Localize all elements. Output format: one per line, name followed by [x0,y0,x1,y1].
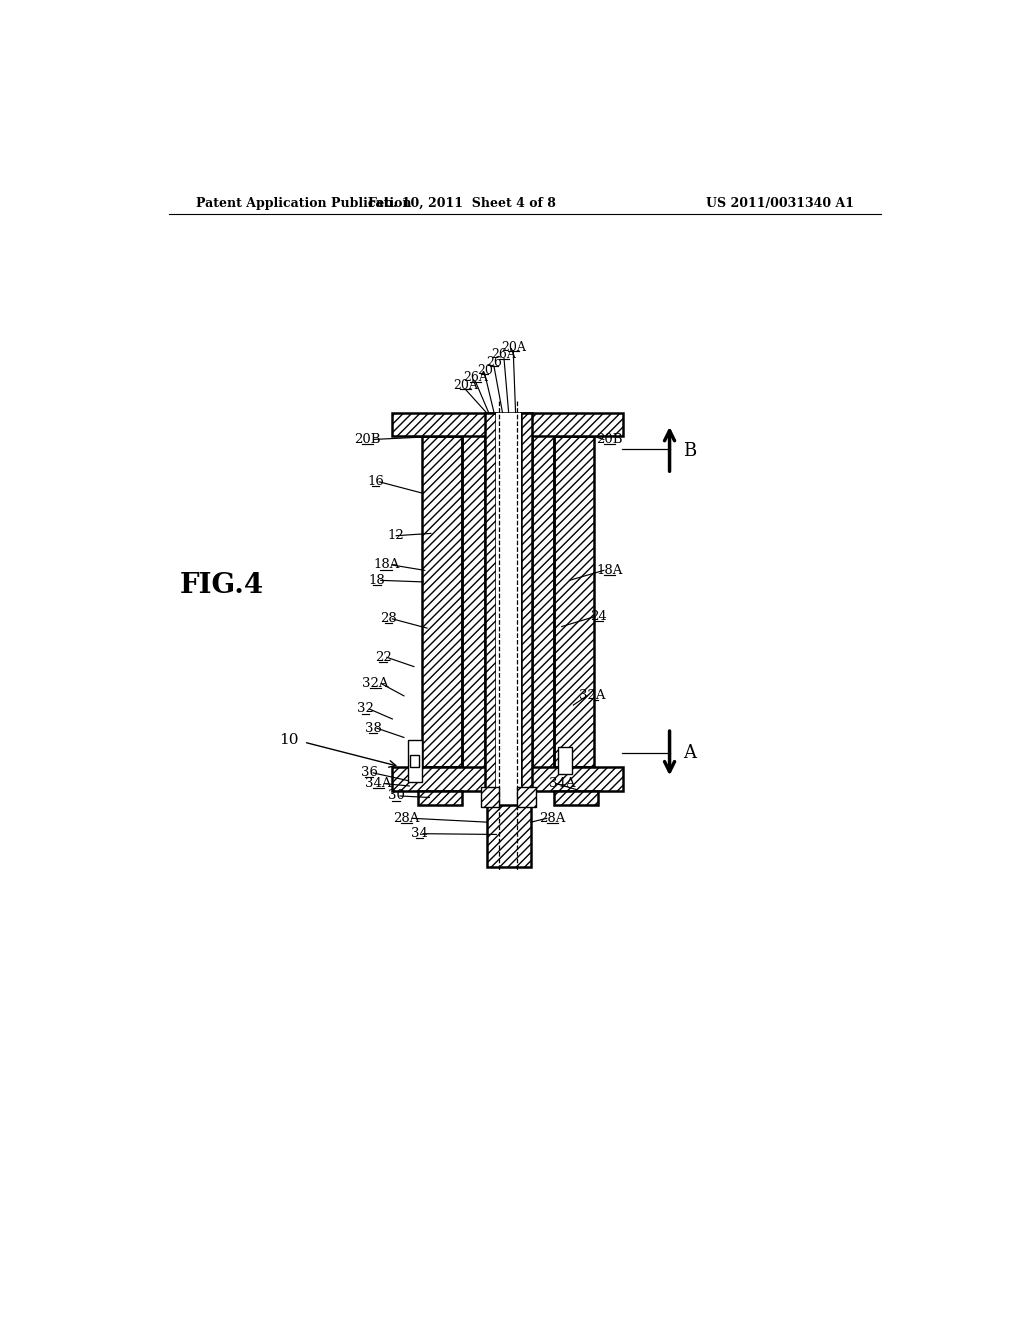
Bar [484,412,496,799]
Bar [481,788,500,807]
Text: 18A: 18A [373,558,399,572]
Text: 10: 10 [279,733,298,747]
Bar [418,792,462,805]
Text: 20A: 20A [501,341,525,354]
Text: FIG.4: FIG.4 [179,573,263,599]
Bar [554,436,594,767]
Bar [392,412,624,436]
Text: US 2011/0031340 A1: US 2011/0031340 A1 [707,197,854,210]
Text: 34A: 34A [366,777,392,791]
Text: 16: 16 [367,475,384,488]
Text: 12: 12 [388,529,404,543]
Bar [531,436,554,767]
Text: 28A: 28A [393,812,420,825]
Text: 32: 32 [357,702,374,715]
Bar [531,436,554,767]
Text: 24: 24 [591,610,607,623]
Bar [554,436,594,767]
Bar [462,436,484,767]
Bar [558,747,571,775]
Text: Patent Application Publication: Patent Application Publication [196,197,412,210]
Bar [418,792,462,805]
Text: 18A: 18A [596,564,623,577]
Bar [422,436,462,767]
Text: 32A: 32A [580,689,606,702]
Text: 20B: 20B [354,433,381,446]
Text: 20: 20 [477,363,493,376]
Text: 26: 26 [486,356,502,370]
Bar [392,767,624,792]
Text: A: A [683,744,696,762]
Bar [392,767,624,792]
Text: 22: 22 [375,651,391,664]
Bar [408,739,422,781]
Bar [487,805,531,867]
Text: 34: 34 [411,828,428,841]
Bar [517,788,536,807]
Bar [462,436,484,767]
Text: 26A: 26A [492,348,516,362]
Text: 36: 36 [360,767,378,779]
Bar [521,412,531,799]
Text: 28: 28 [380,612,397,626]
Bar [422,436,462,767]
Text: 18: 18 [369,574,385,587]
Bar [517,788,536,807]
Text: 38: 38 [365,722,382,735]
Bar [487,805,531,867]
Text: B: B [683,442,696,459]
Text: 34A: 34A [549,777,575,791]
Bar [410,755,419,767]
Text: 28A: 28A [540,812,565,825]
Text: 30: 30 [388,789,404,803]
Text: 26A: 26A [463,371,488,384]
Bar [392,412,624,436]
Text: Feb. 10, 2011  Sheet 4 of 8: Feb. 10, 2011 Sheet 4 of 8 [368,197,556,210]
Text: 20B: 20B [596,433,623,446]
Bar [496,412,521,799]
Bar [554,792,598,805]
Text: 20A: 20A [453,379,478,392]
Bar [521,412,531,799]
Text: 32A: 32A [362,677,389,690]
Bar [554,792,598,805]
Bar [484,412,496,799]
Bar [481,788,500,807]
